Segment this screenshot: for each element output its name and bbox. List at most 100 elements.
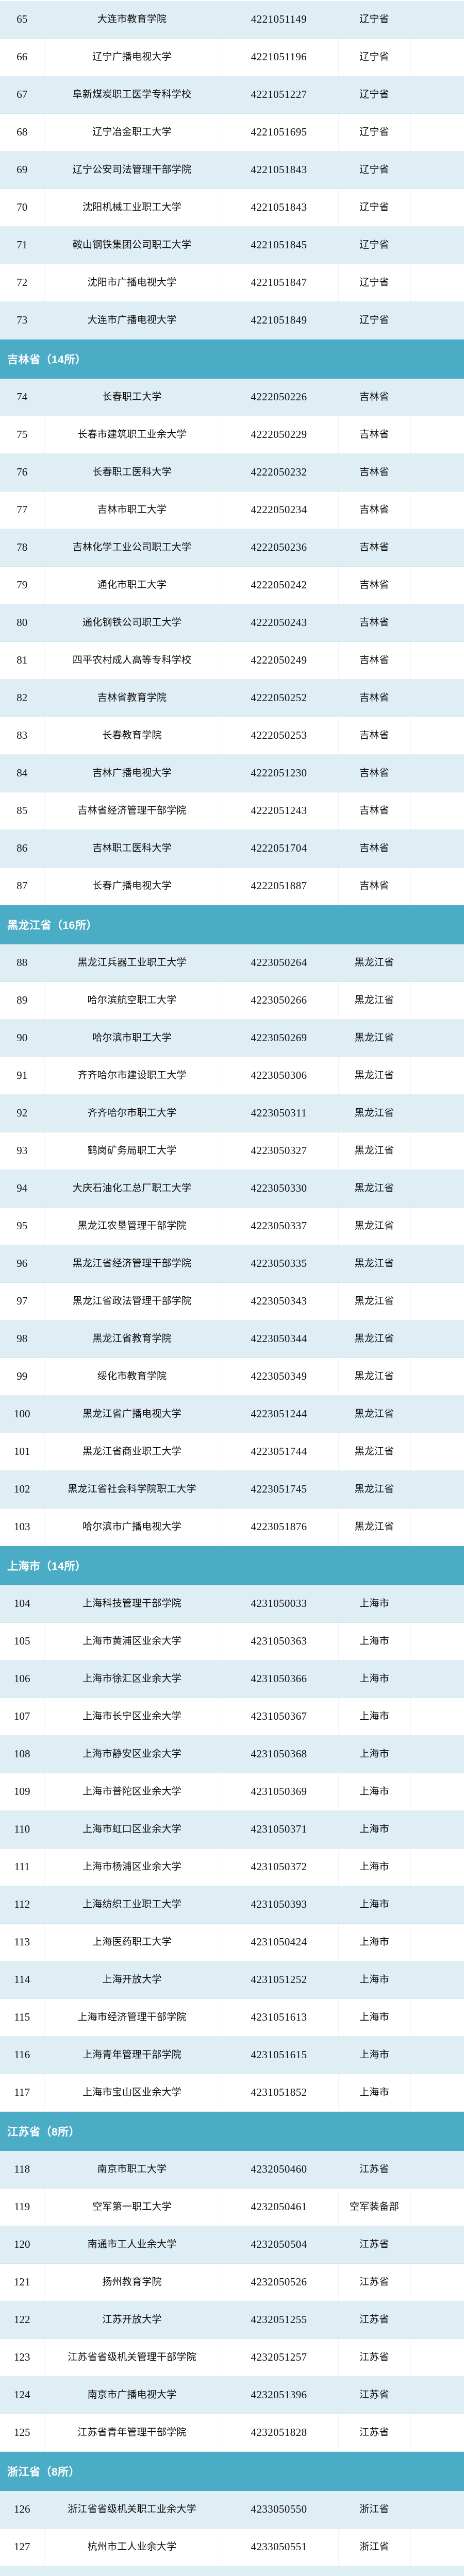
table-row[interactable]: 83 长春教育学院 4222050253 吉林省	[0, 717, 464, 755]
row-index-cell: 115	[0, 1998, 45, 2037]
row-index-cell: 119	[0, 2188, 45, 2226]
table-row[interactable]: 106 上海市徐汇区业余大学 4231050366 上海市	[0, 1660, 464, 1698]
table-row[interactable]: 107 上海市长宁区业余大学 4231050367 上海市	[0, 1698, 464, 1736]
row-index-cell: 85	[0, 792, 45, 830]
table-row[interactable]: 116 上海青年管理干部学院 4231051615 上海市	[0, 2036, 464, 2074]
spacer-cell	[410, 1207, 464, 1245]
table-row[interactable]: 66 辽宁广播电视大学 4221051196 辽宁省	[0, 38, 464, 76]
row-index-cell: 94	[0, 1170, 45, 1208]
table-row[interactable]: 122 江苏开放大学 4232051255 江苏省	[0, 2301, 464, 2339]
table-row[interactable]: 115 上海市经济管理干部学院 4231051613 上海市	[0, 1998, 464, 2037]
school-name-cell: 浙江省省级机关职工业余大学	[44, 2491, 220, 2529]
table-row[interactable]: 75 长春市建筑职工业余大学 4222050229 吉林省	[0, 416, 464, 454]
table-row[interactable]: 84 吉林广播电视大学 4222051230 吉林省	[0, 754, 464, 792]
table-row[interactable]: 119 空军第一职工大学 4232050461 空军装备部	[0, 2188, 464, 2226]
school-name-cell: 吉林职工医科大学	[44, 829, 220, 868]
table-row[interactable]: 100 黑龙江省广播电视大学 4223051244 黑龙江省	[0, 1395, 464, 1433]
table-row[interactable]: 72 沈阳市广播电视大学 4221051847 辽宁省	[0, 264, 464, 302]
school-name-cell-text: 黑龙江省商业职工大学	[82, 1446, 181, 1458]
table-row[interactable]: 77 吉林市职工大学 4222050234 吉林省	[0, 491, 464, 529]
table-row[interactable]: 99 绥化市教育学院 4223050349 黑龙江省	[0, 1358, 464, 1396]
table-row[interactable]: 101 黑龙江省商业职工大学 4223051744 黑龙江省	[0, 1433, 464, 1471]
row-index-cell: 102	[0, 1470, 45, 1509]
authority-cell: 吉林省	[338, 867, 411, 905]
table-row[interactable]: 68 辽宁冶金职工大学 4221051695 辽宁省	[0, 113, 464, 151]
school-code-cell: 4222050253	[220, 717, 339, 755]
school-code-cell: 4231051252	[220, 1961, 339, 1999]
authority-cell: 吉林省	[338, 641, 411, 680]
spacer-cell	[410, 2528, 464, 2566]
spacer-cell	[410, 2491, 464, 2529]
table-row[interactable]: 92 齐齐哈尔市职工大学 4223050311 黑龙江省	[0, 1094, 464, 1132]
row-index-cell: 74	[0, 379, 45, 416]
table-row[interactable]: 81 四平农村成人高等专科学校 4222050249 吉林省	[0, 641, 464, 680]
authority-cell-text: 上海市	[359, 1749, 389, 1760]
school-code-cell: 4221051695	[220, 113, 339, 151]
table-row[interactable]: 79 通化市职工大学 4222050242 吉林省	[0, 566, 464, 604]
table-row[interactable]: 121 扬州教育学院 4232050526 江苏省	[0, 2263, 464, 2301]
table-row[interactable]: 109 上海市普陀区业余大学 4231050369 上海市	[0, 1773, 464, 1811]
table-row[interactable]: 113 上海医药职工大学 4231050424 上海市	[0, 1923, 464, 1961]
table-row[interactable]: 103 哈尔滨市广播电视大学 4223051876 黑龙江省	[0, 1508, 464, 1546]
spacer-cell	[410, 1, 464, 39]
authority-cell-text: 黑龙江省	[354, 1108, 394, 1119]
table-row[interactable]: 104 上海科技管理干部学院 4231050033 上海市	[0, 1585, 464, 1623]
table-row[interactable]: 94 大庆石油化工总厂职工大学 4223050330 黑龙江省	[0, 1170, 464, 1208]
table-row[interactable]: 71 鞍山钢铁集团公司职工大学 4221051845 辽宁省	[0, 226, 464, 264]
table-row[interactable]: 69 辽宁公安司法管理干部学院 4221051843 辽宁省	[0, 151, 464, 189]
table-row[interactable]: 65 大连市教育学院 4221051149 辽宁省	[0, 1, 464, 39]
table-row[interactable]: 125 江苏省青年管理干部学院 4232051828 江苏省	[0, 2414, 464, 2452]
table-row[interactable]: 126 浙江省省级机关职工业余大学 4233050550 浙江省	[0, 2491, 464, 2529]
table-row[interactable]: 91 齐齐哈尔市建设职工大学 4223050306 黑龙江省	[0, 1057, 464, 1095]
row-index-cell: 68	[0, 113, 45, 151]
school-name-cell: 通化钢铁公司职工大学	[44, 604, 220, 642]
table-row[interactable]: 74 长春职工大学 4222050226 吉林省	[0, 379, 464, 416]
table-row[interactable]: 128温州市工人业余大学4233050554浙江省	[0, 2566, 464, 2576]
table-row[interactable]: 87 长春广播电视大学 4222051887 吉林省	[0, 867, 464, 905]
table-row[interactable]: 98 黑龙江省教育学院 4223050344 黑龙江省	[0, 1320, 464, 1358]
table-row[interactable]: 117 上海市宝山区业余大学 4231051852 上海市	[0, 2074, 464, 2112]
table-row[interactable]: 80 通化钢铁公司职工大学 4222050243 吉林省	[0, 604, 464, 642]
table-row[interactable]: 86 吉林职工医科大学 4222051704 吉林省	[0, 829, 464, 868]
table-row[interactable]: 110 上海市虹口区业余大学 4231050371 上海市	[0, 1810, 464, 1849]
table-row[interactable]: 102 黑龙江省社会科学院职工大学 4223051745 黑龙江省	[0, 1470, 464, 1509]
table-row[interactable]: 105 上海市黄浦区业余大学 4231050363 上海市	[0, 1622, 464, 1660]
table-row[interactable]: 73 大连市广播电视大学 4221051849 辽宁省	[0, 301, 464, 340]
row-index-cell: 108	[0, 1735, 45, 1773]
spacer-cell	[410, 1923, 464, 1961]
table-row[interactable]: 78 吉林化学工业公司职工大学 4222050236 吉林省	[0, 529, 464, 567]
spacer-cell	[410, 679, 464, 717]
table-row[interactable]: 70 沈阳机械工业职工大学 4221051843 辽宁省	[0, 189, 464, 227]
table-row[interactable]: 82 吉林省教育学院 4222050252 吉林省	[0, 679, 464, 717]
table-row[interactable]: 89 哈尔滨航空职工大学 4223050266 黑龙江省	[0, 981, 464, 1020]
school-code-cell: 4223050306	[220, 1057, 339, 1095]
table-row[interactable]: 97 黑龙江省政法管理干部学院 4223050343 黑龙江省	[0, 1282, 464, 1320]
table-row[interactable]: 108 上海市静安区业余大学 4231050368 上海市	[0, 1735, 464, 1773]
table-row[interactable]: 123 江苏省省级机关管理干部学院 4232051257 江苏省	[0, 2338, 464, 2377]
school-name-cell-text: 吉林省教育学院	[97, 692, 167, 704]
table-row[interactable]: 95 黑龙江农垦管理干部学院 4223050337 黑龙江省	[0, 1207, 464, 1245]
table-row[interactable]: 76 长春职工医科大学 4222050232 吉林省	[0, 453, 464, 492]
table-row[interactable]: 111 上海市杨浦区业余大学 4231050372 上海市	[0, 1848, 464, 1886]
table-row[interactable]: 67 阜新煤炭职工医学专科学校 4221051227 辽宁省	[0, 76, 464, 114]
row-index-cell: 107	[0, 1698, 45, 1736]
spacer-cell	[410, 981, 464, 1020]
authority-cell: 吉林省	[338, 604, 411, 642]
authority-cell: 上海市	[338, 1660, 411, 1698]
authority-cell: 辽宁省	[338, 264, 411, 302]
authority-cell-text: 江苏省	[359, 2164, 389, 2175]
table-row[interactable]: 127 杭州市工人业余大学 4233050551 浙江省	[0, 2528, 464, 2566]
table-row[interactable]: 120 南通市工人业余大学 4232050504 江苏省	[0, 2226, 464, 2264]
school-name-cell-text: 哈尔滨航空职工大学	[87, 995, 177, 1006]
school-code-cell: 4231050368	[220, 1735, 339, 1773]
table-row[interactable]: 114 上海开放大学 4231051252 上海市	[0, 1961, 464, 1999]
table-row[interactable]: 90 哈尔滨市职工大学 4223050269 黑龙江省	[0, 1019, 464, 1057]
table-row[interactable]: 118 南京市职工大学 4232050460 江苏省	[0, 2151, 464, 2189]
table-row[interactable]: 93 鹤岗矿务局职工大学 4223050327 黑龙江省	[0, 1132, 464, 1170]
table-row[interactable]: 96 黑龙江省经济管理干部学院 4223050335 黑龙江省	[0, 1245, 464, 1283]
table-row[interactable]: 112 上海纺织工业职工大学 4231050393 上海市	[0, 1886, 464, 1924]
table-row[interactable]: 124 南京市广播电视大学 4232051396 江苏省	[0, 2376, 464, 2414]
table-row[interactable]: 85 吉林省经济管理干部学院 4222051243 吉林省	[0, 792, 464, 830]
spacer-cell	[410, 1735, 464, 1773]
table-row[interactable]: 88 黑龙江兵器工业职工大学 4223050264 黑龙江省	[0, 944, 464, 982]
